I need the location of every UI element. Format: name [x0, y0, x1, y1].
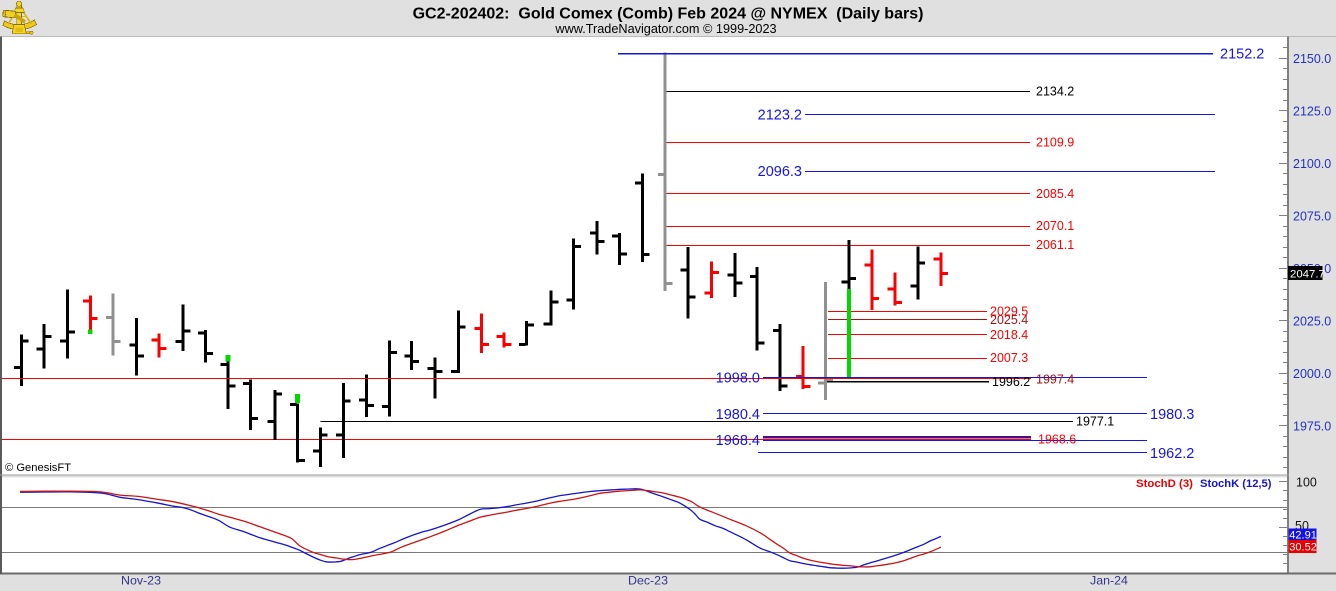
svg-text:1980.3: 1980.3 — [1150, 407, 1194, 423]
svg-text:2075.0: 2075.0 — [1293, 209, 1331, 223]
svg-text:© GenesisFT: © GenesisFT — [5, 462, 71, 474]
svg-text:2134.2: 2134.2 — [1036, 85, 1074, 99]
svg-text:Jan-24: Jan-24 — [1090, 574, 1128, 588]
svg-text:2125.0: 2125.0 — [1293, 104, 1331, 118]
svg-text:2109.9: 2109.9 — [1036, 136, 1074, 150]
svg-text:2150.0: 2150.0 — [1293, 52, 1331, 66]
svg-text:1980.4: 1980.4 — [716, 407, 760, 423]
svg-text:www.TradeNavigator.com © 1999-: www.TradeNavigator.com © 1999-2023 — [554, 22, 776, 36]
svg-text:1968.6: 1968.6 — [1038, 432, 1076, 446]
svg-text:2000.0: 2000.0 — [1293, 367, 1331, 381]
svg-text:2029.5: 2029.5 — [990, 304, 1028, 318]
svg-text:2096.3: 2096.3 — [758, 164, 802, 180]
svg-text:1996.2: 1996.2 — [992, 375, 1030, 389]
svg-text:2018.4: 2018.4 — [990, 328, 1028, 342]
svg-text:1997.4: 1997.4 — [1036, 372, 1074, 386]
svg-text:1977.1: 1977.1 — [1076, 415, 1114, 429]
svg-text:2025.4: 2025.4 — [990, 313, 1028, 327]
svg-text:2070.1: 2070.1 — [1036, 219, 1074, 233]
svg-text:100: 100 — [1296, 476, 1317, 490]
svg-text:1968.4: 1968.4 — [716, 433, 760, 449]
svg-text:2123.2: 2123.2 — [758, 108, 802, 124]
svg-text:2152.2: 2152.2 — [1220, 47, 1264, 63]
svg-text:2047.7: 2047.7 — [1290, 269, 1325, 281]
svg-text:Dec-23: Dec-23 — [628, 574, 668, 588]
svg-text:1998.0: 1998.0 — [716, 371, 760, 387]
svg-text:2007.3: 2007.3 — [990, 351, 1028, 365]
svg-text:StochK (12,5): StochK (12,5) — [1200, 478, 1272, 490]
svg-text:1962.2: 1962.2 — [1150, 446, 1194, 462]
svg-text:Nov-23: Nov-23 — [121, 574, 161, 588]
svg-text:2025.0: 2025.0 — [1293, 314, 1331, 328]
svg-text:42.91: 42.91 — [1289, 529, 1317, 541]
svg-text:GC2-202402: Gold Comex (Comb): GC2-202402: Gold Comex (Comb) Feb 2024 @… — [413, 6, 924, 23]
svg-text:2100.0: 2100.0 — [1293, 157, 1331, 171]
svg-text:2085.4: 2085.4 — [1036, 187, 1074, 201]
svg-text:2061.1: 2061.1 — [1036, 238, 1074, 252]
svg-text:StochD (3): StochD (3) — [1136, 478, 1193, 490]
svg-text:1975.0: 1975.0 — [1293, 419, 1331, 433]
svg-text:30.52: 30.52 — [1289, 542, 1317, 554]
